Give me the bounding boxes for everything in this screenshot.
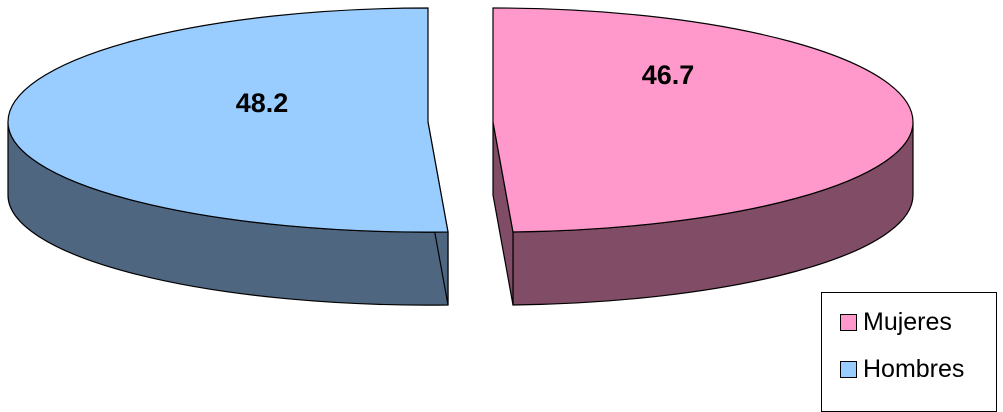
data-label-hombres: 48.2 <box>236 88 289 118</box>
legend-item-hombres: Hombres <box>840 357 964 382</box>
slice-hombres-top <box>7 7 449 233</box>
slice-mujeres <box>492 7 914 306</box>
legend-swatch-mujeres <box>840 314 857 331</box>
slice-hombres <box>7 7 449 306</box>
data-label-mujeres: 46.7 <box>642 60 695 90</box>
legend-swatch-hombres <box>840 361 857 378</box>
slice-mujeres-top <box>492 7 914 233</box>
legend: Mujeres Hombres <box>821 292 997 412</box>
legend-label-mujeres: Mujeres <box>863 308 952 336</box>
legend-label-hombres: Hombres <box>863 355 965 383</box>
pie-chart: 48.2 46.7 <box>7 7 914 306</box>
legend-item-mujeres: Mujeres <box>840 310 952 335</box>
